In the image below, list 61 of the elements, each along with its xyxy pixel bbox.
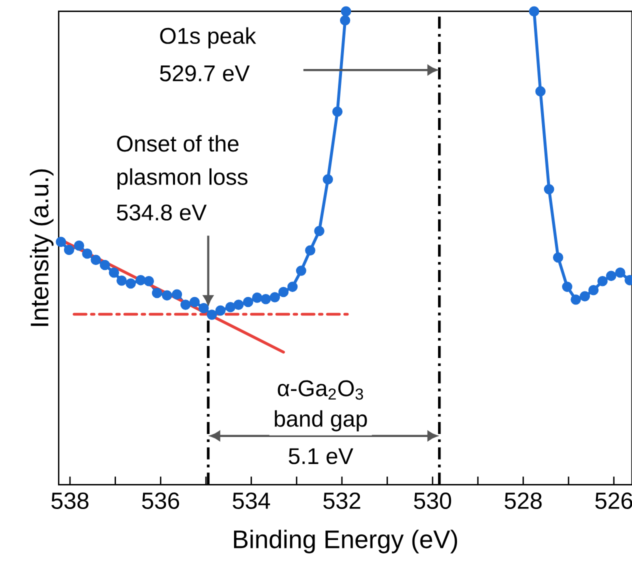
point: [544, 184, 554, 195]
annotation: O1s peak: [160, 27, 256, 49]
point: [180, 300, 191, 310]
x-tick-label: 526: [595, 492, 632, 510]
annotation: 534.8 eV: [116, 204, 207, 221]
point: [287, 282, 298, 292]
point: [225, 302, 236, 312]
point: [82, 248, 92, 259]
point: [597, 276, 608, 286]
point: [528, 6, 540, 17]
point: [322, 174, 334, 185]
point: [588, 285, 599, 296]
point: [116, 276, 127, 286]
point: [615, 268, 626, 278]
point: [233, 300, 244, 310]
x-axis-title: Binding Energy (eV): [234, 530, 458, 554]
point: [198, 303, 209, 314]
annotation: band gap: [274, 410, 367, 432]
annotation: α-Ga$_{2}$O$_{3}$: [278, 380, 364, 400]
point: [162, 290, 172, 301]
point: [56, 236, 66, 248]
point: [340, 6, 352, 17]
point: [562, 282, 572, 292]
point: [296, 266, 306, 276]
point: [215, 306, 226, 316]
point: [606, 270, 616, 282]
point: [144, 276, 154, 286]
point: [535, 86, 546, 97]
x-tick-label: 530: [414, 492, 452, 510]
point: [108, 268, 120, 278]
point: [340, 15, 350, 26]
point: [64, 244, 74, 256]
point: [314, 226, 324, 236]
point: [270, 292, 280, 303]
point: [172, 289, 182, 300]
x-tick-label: 534: [232, 492, 270, 510]
point: [332, 106, 343, 117]
point: [580, 291, 590, 302]
point: [242, 296, 254, 308]
point: [570, 294, 581, 305]
annotation: 529.7 eV: [160, 65, 250, 82]
point: [100, 260, 110, 270]
x-tick-label: 538: [51, 492, 88, 510]
x-tick-label: 536: [142, 492, 180, 510]
point: [206, 310, 217, 320]
x-tick-label: 528: [504, 492, 542, 510]
point: [552, 252, 564, 263]
point: [252, 292, 262, 303]
x-tick-label: 532: [323, 492, 360, 510]
point: [189, 296, 200, 308]
point: [305, 245, 316, 256]
point: [126, 278, 136, 289]
annotation: Onset of the: [117, 135, 239, 152]
point: [90, 254, 101, 266]
point: [152, 288, 162, 298]
annotation: 5.1 eV: [288, 448, 354, 464]
y-axis-title: Intensity (a.u.): [30, 170, 54, 326]
annotation: plasmon loss: [118, 168, 248, 190]
point: [278, 287, 289, 298]
point: [74, 240, 84, 251]
point: [260, 294, 271, 304]
